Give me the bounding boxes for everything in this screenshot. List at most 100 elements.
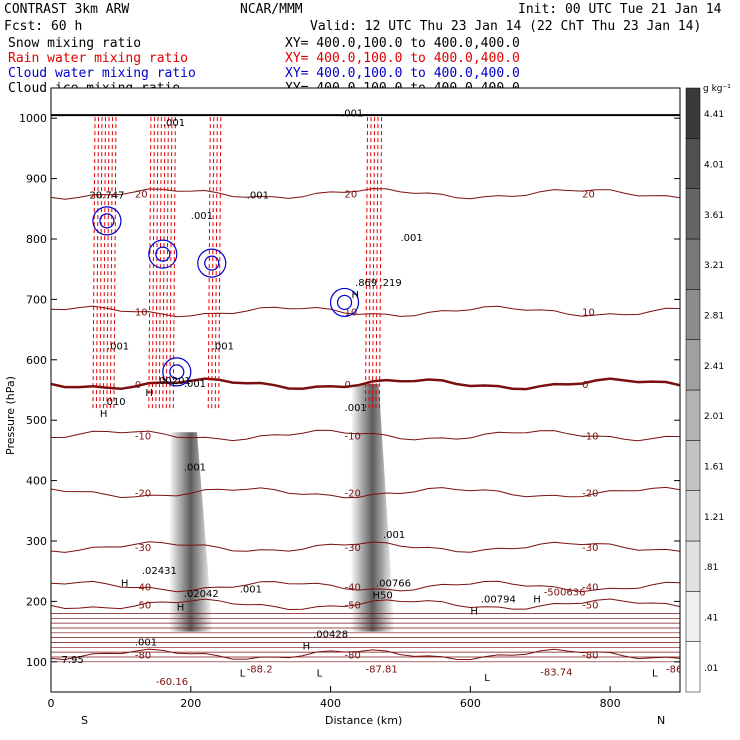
chart-annotation: .001	[400, 233, 422, 244]
chart-annotation: L	[317, 668, 323, 679]
contour-label: -40	[345, 582, 361, 593]
y-tick-label: 200	[26, 595, 47, 608]
y-tick-label: 700	[26, 293, 47, 306]
contour-label: -40	[135, 582, 151, 593]
colorbar-label: .81	[704, 563, 718, 573]
cloud-water-contour	[329, 287, 360, 318]
cloud-water-contour	[92, 206, 122, 236]
chart-annotation: -86.92	[666, 665, 698, 676]
contour-label: 20	[582, 190, 595, 201]
chart-annotation: .02042	[184, 589, 219, 600]
colorbar-swatch	[685, 339, 701, 391]
contour-label: -50	[135, 600, 151, 611]
cloud-water-contour	[99, 213, 115, 229]
colorbar-label: 1.61	[704, 463, 724, 473]
colorbar-label: .01	[704, 664, 718, 674]
colorbar-swatch	[685, 87, 701, 139]
x-tick-label: 200	[180, 697, 201, 710]
contour-label: -50	[345, 600, 361, 611]
forecast-hour: Fcst: 60 h	[4, 19, 83, 34]
y-tick-label: 300	[26, 535, 47, 548]
contour-label: -10	[345, 431, 361, 442]
temperature-contour	[51, 598, 680, 611]
y-tick-label: 1000	[19, 112, 47, 125]
colorbar-label: 4.01	[704, 161, 724, 171]
contour-label: -80	[345, 651, 361, 662]
chart-annotation: .001	[383, 530, 405, 541]
temperature-contour	[51, 486, 680, 499]
north-label: N	[657, 714, 665, 727]
contour-label: -30	[345, 543, 361, 554]
contour-label: -30	[582, 543, 598, 554]
x-tick-label: 0	[48, 697, 55, 710]
y-tick-label: 500	[26, 414, 47, 427]
temperature-contour	[51, 188, 680, 200]
chart-annotation: H	[121, 578, 129, 589]
chart-annotation: .001	[247, 191, 269, 202]
chart-annotation: H	[100, 409, 108, 420]
chart-annotation: .001	[240, 584, 262, 595]
field-cloudwater-name: Cloud water mixing ratio	[8, 66, 196, 81]
chart-annotation: L	[652, 668, 658, 679]
colorbar-label: 3.61	[704, 211, 724, 221]
chart-annotation: .00201	[156, 376, 191, 387]
contour-label: -20	[135, 489, 151, 500]
plot-frame	[50, 87, 681, 693]
south-label: S	[81, 714, 88, 727]
chart-annotation: H50	[372, 590, 392, 601]
cloud-water-contour	[197, 248, 227, 278]
contour-label: 20	[345, 190, 358, 201]
colorbar-swatch	[685, 289, 701, 340]
chart-annotation: .869	[355, 278, 377, 289]
y-tick-label: 900	[26, 173, 47, 186]
contour-label: -10	[582, 431, 598, 442]
chart-annotation: 7.95	[61, 655, 83, 666]
field-snow-xy: XY= 400.0,100.0 to 400.0,400.0	[285, 36, 520, 51]
chart-annotation: L	[484, 673, 490, 684]
y-tick-label: 600	[26, 354, 47, 367]
temperature-contour	[51, 580, 680, 593]
y-axis-label: Pressure (hPa)	[4, 376, 17, 455]
snow-plume	[350, 383, 395, 632]
cloud-water-contour	[148, 239, 178, 269]
chart-annotation: .010	[103, 397, 125, 408]
chart-annotation: -500636	[544, 587, 586, 598]
contour-label: -20	[582, 489, 598, 500]
colorbar-swatch	[685, 188, 701, 240]
contour-label: 0	[582, 380, 588, 391]
chart-annotation: H	[145, 388, 153, 399]
colorbar-swatch	[685, 440, 701, 491]
contour-label: -10	[135, 431, 151, 442]
x-tick-label: 400	[320, 697, 341, 710]
contour-label: -20	[345, 489, 361, 500]
colorbar-label: 1.21	[704, 513, 724, 523]
chart-annotation: .001	[184, 379, 206, 390]
field-cloudwater-xy: XY= 400.0,100.0 to 400.0,400.0	[285, 66, 520, 81]
chart-annotation: .001	[107, 342, 129, 353]
chart-annotation: 20.747	[89, 191, 124, 202]
chart-annotation: .219	[379, 278, 401, 289]
contour-label: 20	[135, 190, 148, 201]
chart-annotation: .001	[135, 637, 157, 648]
cloud-water-contour	[336, 294, 353, 311]
chart-annotation: -60.16	[156, 677, 188, 688]
colorbar-swatch	[685, 238, 701, 290]
chart-annotation: .02431	[142, 566, 177, 577]
chart-annotation: -87.81	[366, 665, 398, 676]
temperature-contour	[51, 541, 680, 553]
model-title: CONTRAST 3km ARW	[4, 2, 130, 17]
chart-annotation: .001	[163, 118, 185, 129]
chart-annotation: .001	[212, 342, 234, 353]
chart-annotation: H	[533, 595, 541, 606]
cloud-water-contour	[169, 364, 185, 380]
chart-annotation: H	[470, 607, 478, 618]
x-axis-label: Distance (km)	[325, 714, 402, 727]
cloud-water-contour	[162, 357, 192, 387]
chart-annotation: .00794	[481, 595, 516, 606]
contour-label: 0	[135, 380, 141, 391]
chart-annotation: -83.74	[540, 668, 572, 679]
contour-label: 10	[345, 307, 358, 318]
contour-label: -80	[135, 651, 151, 662]
contour-label: 10	[582, 307, 595, 318]
colorbar-unit: g kg⁻¹	[703, 84, 731, 94]
